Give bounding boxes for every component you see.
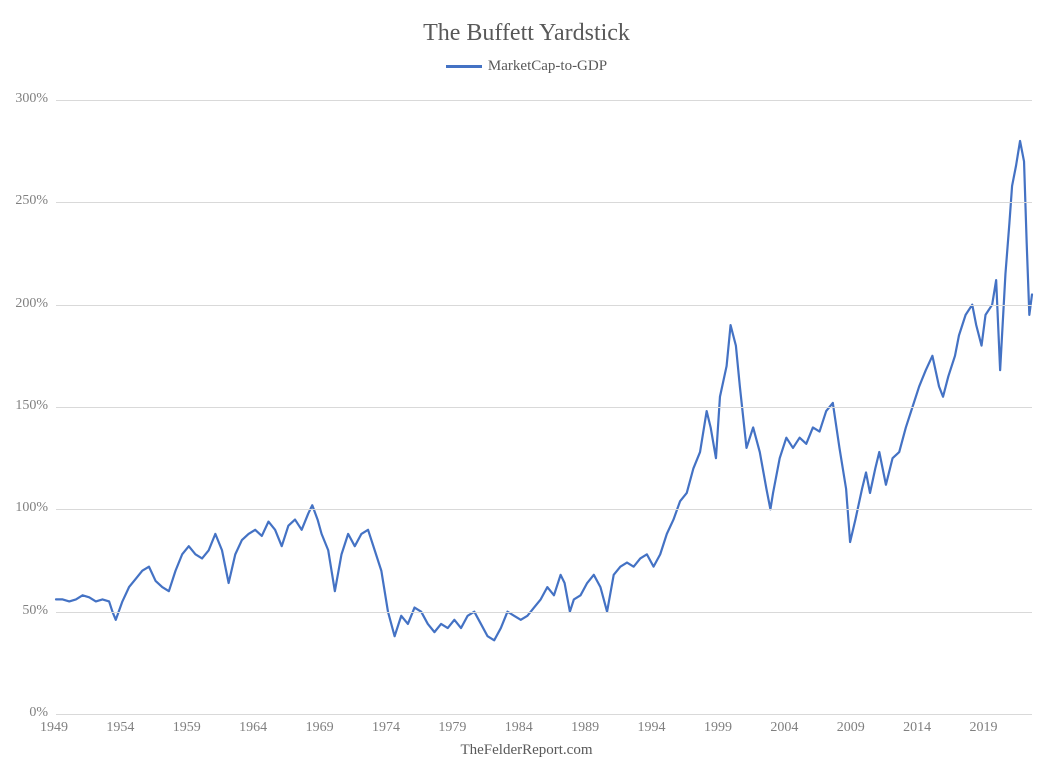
y-tick-label: 150% — [15, 398, 48, 414]
gridline — [56, 407, 1032, 408]
chart-container: The Buffett Yardstick MarketCap-to-GDP 0… — [0, 0, 1053, 773]
series-line — [56, 141, 1032, 640]
gridline — [56, 714, 1032, 715]
gridline — [56, 305, 1032, 306]
x-tick-label: 1979 — [438, 720, 466, 736]
x-tick-label: 2004 — [770, 720, 798, 736]
legend-swatch — [446, 65, 482, 68]
x-tick-label: 1984 — [505, 720, 533, 736]
y-tick-label: 200% — [15, 296, 48, 312]
legend-label: MarketCap-to-GDP — [488, 58, 607, 74]
x-tick-label: 1959 — [173, 720, 201, 736]
x-tick-label: 1989 — [571, 720, 599, 736]
x-tick-label: 2019 — [970, 720, 998, 736]
x-tick-label: 1964 — [239, 720, 267, 736]
y-tick-label: 0% — [29, 705, 48, 721]
x-tick-label: 1999 — [704, 720, 732, 736]
x-tick-label: 1994 — [638, 720, 666, 736]
y-tick-label: 50% — [22, 603, 48, 619]
chart-legend: MarketCap-to-GDP — [0, 58, 1053, 75]
y-tick-label: 300% — [15, 91, 48, 107]
plot-area — [56, 100, 1032, 714]
x-tick-label: 1954 — [106, 720, 134, 736]
x-tick-label: 2009 — [837, 720, 865, 736]
y-tick-label: 250% — [15, 193, 48, 209]
gridline — [56, 202, 1032, 203]
gridline — [56, 612, 1032, 613]
gridline — [56, 100, 1032, 101]
chart-credit: TheFelderReport.com — [0, 742, 1053, 759]
x-tick-label: 1949 — [40, 720, 68, 736]
y-tick-label: 100% — [15, 500, 48, 516]
gridline — [56, 509, 1032, 510]
chart-title: The Buffett Yardstick — [0, 20, 1053, 47]
x-tick-label: 2014 — [903, 720, 931, 736]
x-tick-label: 1969 — [306, 720, 334, 736]
x-tick-label: 1974 — [372, 720, 400, 736]
